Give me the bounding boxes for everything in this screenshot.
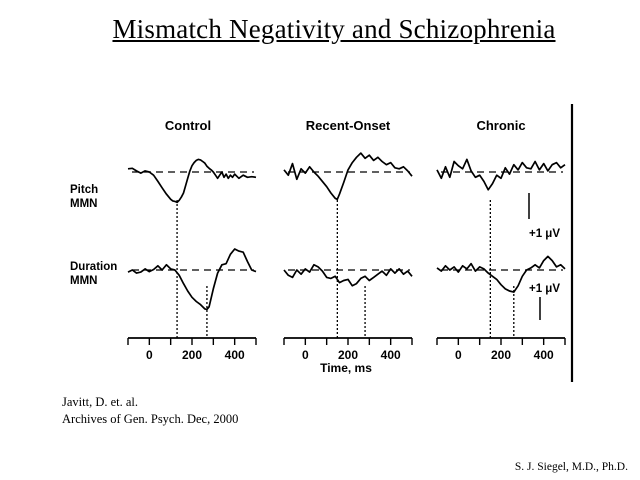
citation-authors: Javitt, D. et. al.: [62, 395, 139, 409]
row-label-0-0: Pitch: [70, 184, 98, 196]
recent-onset-pitch-waveform: [283, 152, 413, 201]
scale-label-pitch: +1 μV: [529, 228, 560, 240]
citation: Javitt, D. et. al. Archives of Gen. Psyc…: [62, 394, 238, 428]
chronic-tick-label-0: 0: [455, 348, 462, 362]
control-tick-label-0: 0: [146, 348, 153, 362]
x-axis-title: Time, ms: [320, 361, 372, 375]
chronic-duration-waveform: [436, 255, 566, 293]
panel-title-recent-onset: Recent-Onset: [306, 118, 391, 133]
control-tick-label-400: 400: [225, 348, 245, 362]
citation-journal: Archives of Gen. Psych. Dec, 2000: [62, 412, 239, 426]
slide-title: Mismatch Negativity and Schizophrenia: [112, 14, 556, 44]
recent-onset-tick-label-400: 400: [381, 348, 401, 362]
row-label-1-0: Duration: [70, 261, 117, 273]
chronic-pitch-waveform: [436, 158, 566, 191]
panel-title-control: Control: [165, 118, 211, 133]
control-duration-waveform: [127, 248, 257, 311]
row-label-0-1: MMN: [70, 198, 97, 210]
recent-onset-tick-label-0: 0: [302, 348, 309, 362]
scale-label-duration: +1 μV: [529, 283, 560, 295]
recent-onset-tick-label-200: 200: [338, 348, 358, 362]
panel-title-chronic: Chronic: [476, 118, 525, 133]
row-label-1-1: MMN: [70, 275, 97, 287]
author-credit: S. J. Siegel, M.D., Ph.D.: [514, 461, 628, 473]
control-tick-label-200: 200: [182, 348, 202, 362]
figure-background: [54, 103, 574, 383]
control-pitch-waveform: [127, 158, 257, 204]
recent-onset-duration-waveform: [283, 263, 413, 287]
chronic-tick-label-400: 400: [534, 348, 554, 362]
chronic-tick-label-200: 200: [491, 348, 511, 362]
